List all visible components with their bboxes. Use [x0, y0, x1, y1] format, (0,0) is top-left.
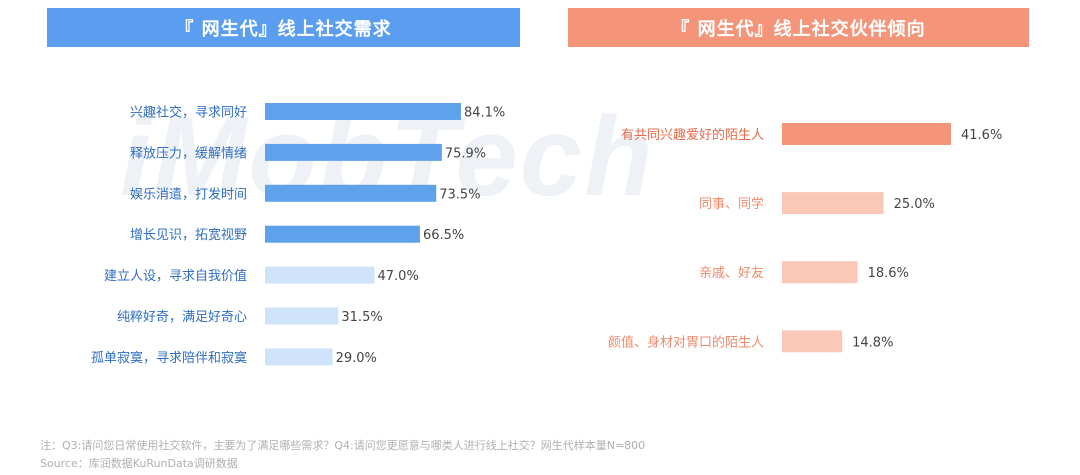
left-category-label: 娱乐消遣，打发时间: [130, 186, 247, 202]
left-category-label: 纯粹好奇，满足好奇心: [117, 309, 247, 325]
right-value-label: 25.0%: [894, 197, 935, 212]
right-chart-title: 『 网生代』线上社交伙伴倾向: [671, 18, 926, 40]
right-bar: [782, 192, 884, 215]
right-bar: [782, 123, 951, 145]
left-value-label: 66.5%: [423, 228, 464, 243]
right-category-label: 同事、同学: [699, 196, 764, 212]
footnote-question: 注：Q3:请问您日常使用社交软件，主要为了满足哪些需求？Q4:请问您更愿意与哪类…: [40, 439, 646, 452]
left-bar-chart: 兴趣社交，寻求同好 84.1% 释放压力，缓解情绪 75.9% 娱乐消遣，打发时间 73.…: [91, 103, 505, 366]
left-bar: [265, 143, 442, 161]
left-value-label: 75.9%: [445, 146, 486, 161]
right-value-label: 18.6%: [868, 266, 909, 281]
left-category-label: 兴趣社交，寻求同好: [130, 105, 247, 121]
right-category-label: 有共同兴趣爱好的陌生人: [621, 127, 764, 143]
left-value-label: 73.5%: [439, 187, 480, 202]
left-bar: [265, 348, 333, 366]
left-category-label: 释放压力，缓解情绪: [130, 146, 247, 161]
right-category-label: 颜值、身材对胃口的陌生人: [608, 334, 764, 350]
left-value-label: 29.0%: [336, 351, 377, 366]
left-bar: [265, 307, 339, 325]
right-bar: [782, 261, 858, 284]
left-value-label: 47.0%: [378, 269, 419, 284]
right-chart-banner: 『 网生代』线上社交伙伴倾向: [568, 8, 1029, 47]
left-bar: [265, 266, 375, 284]
right-value-label: 14.8%: [852, 335, 893, 350]
left-category-label: 建立人设，寻求自我价值: [104, 268, 247, 284]
right-bar-chart: 有共同兴趣爱好的陌生人 41.6% 同事、同学 25.0% 亲戚、好友 18.6% 颜值、身…: [608, 123, 1002, 353]
left-value-label: 31.5%: [341, 310, 382, 325]
left-category-label: 增长见识，拓宽视野: [130, 227, 247, 243]
left-category-label: 孤单寂寞，寻求陪伴和寂寞: [91, 350, 247, 366]
left-chart-banner: 『 网生代』线上社交需求: [47, 8, 520, 47]
left-value-label: 84.1%: [464, 106, 505, 121]
right-bar: [782, 330, 843, 353]
left-bar: [265, 103, 461, 120]
right-category-label: 亲戚、好友: [699, 265, 764, 281]
footnote-source: Source：库润数据KuRunData调研数据: [40, 457, 238, 470]
left-chart-title: 『 网生代』线上社交需求: [175, 18, 392, 40]
right-value-label: 41.6%: [961, 128, 1002, 143]
left-bar: [265, 225, 420, 243]
left-bar: [265, 184, 437, 202]
